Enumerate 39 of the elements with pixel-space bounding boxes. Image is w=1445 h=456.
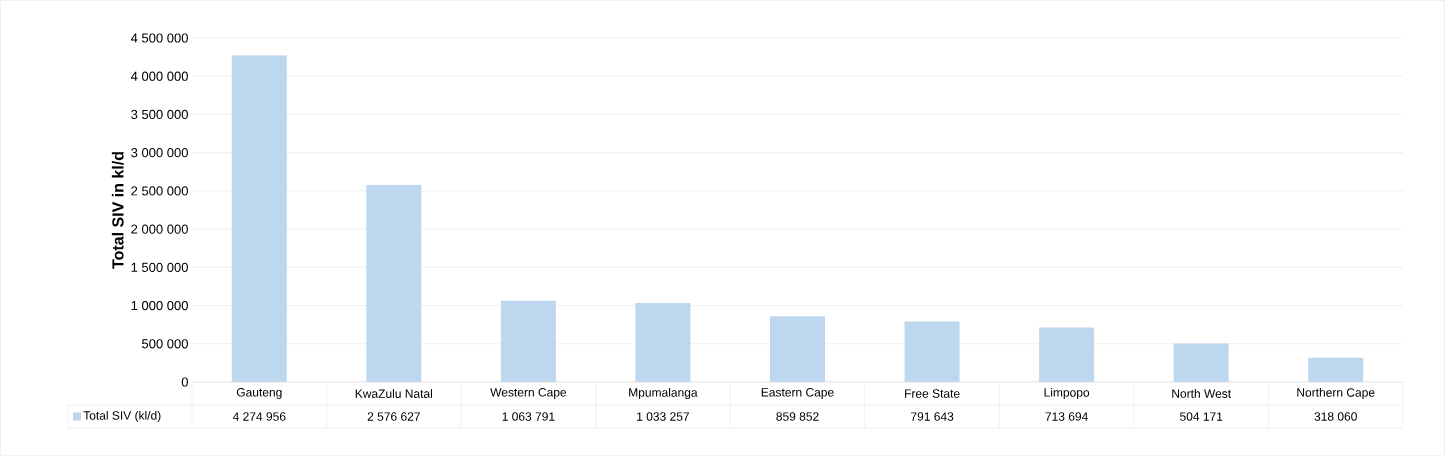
x-tick-label: Mpumalanga <box>629 387 698 400</box>
data-label: 1 063 791 <box>502 412 555 421</box>
bar <box>904 321 960 382</box>
y-tick-label: 3 000 000 <box>131 148 188 158</box>
x-tick-label: Northern Cape <box>1297 387 1375 400</box>
x-tick-label: Free State <box>905 389 960 398</box>
y-axis-title: Total SIV in kl/d <box>111 152 124 269</box>
data-label: 1 033 257 <box>637 412 689 421</box>
data-label: 4 274 956 <box>232 412 286 421</box>
y-tick-label: 2 500 000 <box>131 186 188 196</box>
y-tick-label: 4 500 000 <box>130 33 188 43</box>
y-tick-label: 500 000 <box>142 339 188 349</box>
y-tick-label: 1 500 000 <box>131 262 188 272</box>
bar <box>1039 327 1095 382</box>
bar <box>500 300 556 382</box>
x-tick-label: KwaZulu Natal <box>355 389 433 398</box>
y-tick-label: 2 000 000 <box>131 224 188 234</box>
bar <box>1173 343 1229 382</box>
data-label: 2 576 627 <box>367 412 420 421</box>
data-label: 504 171 <box>1180 412 1223 421</box>
bar <box>231 55 287 382</box>
y-tick-label: 0 <box>181 377 188 387</box>
data-label: 713 694 <box>1045 412 1088 421</box>
data-label: 318 060 <box>1314 412 1357 421</box>
x-tick-label: Eastern Cape <box>761 388 834 399</box>
x-tick-label: North West <box>1172 389 1232 398</box>
y-tick-label: 3 500 000 <box>131 109 188 120</box>
legend-label: Total SIV (kl/d) <box>83 410 161 423</box>
y-tick-label: 4 000 000 <box>130 71 188 81</box>
bar <box>366 185 422 382</box>
y-tick-label: 1 000 000 <box>131 300 188 311</box>
data-label: 859 852 <box>776 412 819 421</box>
x-tick-label: Gauteng <box>236 388 282 399</box>
bar <box>1308 357 1364 382</box>
x-tick-label: Limpopo <box>1044 387 1090 400</box>
data-label: 791 643 <box>911 412 954 421</box>
x-tick-label: Western Cape <box>490 388 567 399</box>
bar <box>769 316 825 382</box>
bar <box>635 303 691 382</box>
